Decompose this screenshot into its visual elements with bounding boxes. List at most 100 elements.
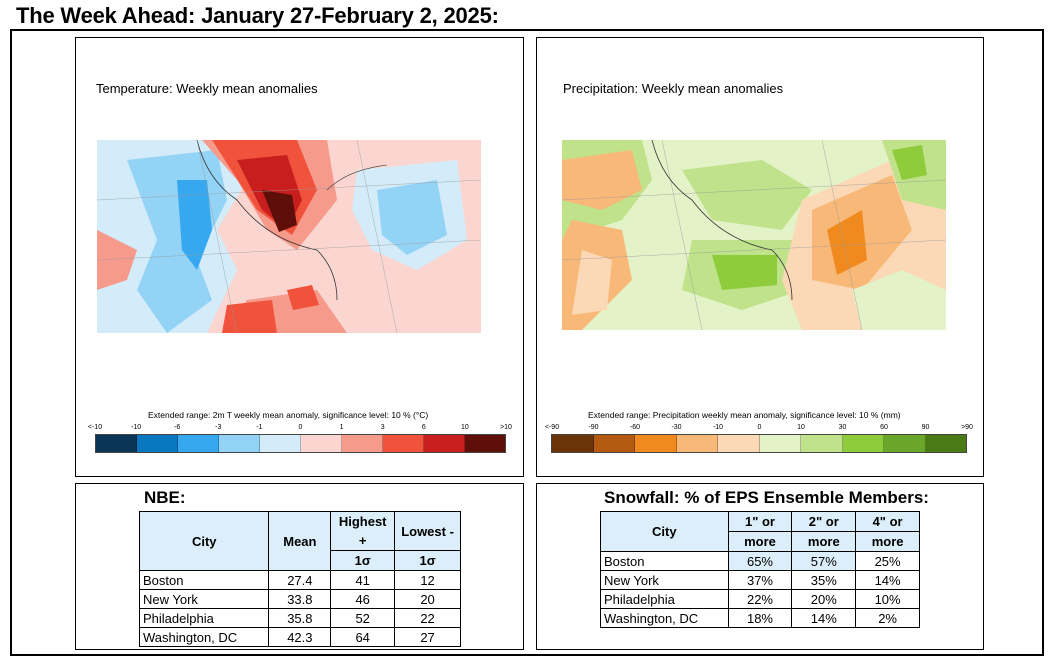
temperature-colorbar-swatch — [137, 435, 178, 452]
nbe-mean: 27.4 — [268, 570, 332, 590]
precipitation-label: Precipitation: Weekly mean anomalies — [563, 81, 784, 96]
temperature-label: Temperature: Weekly mean anomalies — [96, 81, 318, 96]
snowfall-header-2in-line1: 2" or — [791, 511, 857, 532]
temperature-tick: 1 — [339, 424, 344, 431]
snowfall-2in: 57% — [791, 551, 857, 571]
nbe-table: City Mean Highest + Lowest - 1σ 1σ Bosto… — [138, 511, 461, 647]
temperature-colorbar-swatch — [178, 435, 219, 452]
nbe-mean: 42.3 — [268, 627, 332, 647]
snowfall-4in: 25% — [855, 551, 920, 571]
temperature-tick: -10 — [131, 424, 142, 431]
temperature-tick: -1 — [256, 424, 263, 431]
nbe-title: NBE: — [144, 488, 186, 507]
nbe-city: New York — [138, 589, 270, 609]
precipitation-tick: 60 — [880, 424, 888, 431]
table-row: Washington, DC 42.3 64 27 — [138, 627, 461, 647]
nbe-city: Boston — [138, 570, 270, 590]
snowfall-2in: 35% — [791, 570, 857, 590]
precipitation-colorbar-swatch — [718, 435, 760, 452]
precipitation-tick: -10 — [712, 424, 724, 431]
precipitation-colorbar-ticks: <-90 -90 -60 -30 -10 0 10 30 60 90 >90 — [545, 424, 973, 433]
precipitation-colorbar-swatch — [593, 435, 635, 452]
precipitation-colorbar-swatch — [552, 435, 594, 452]
temperature-tick: -3 — [215, 424, 222, 431]
nbe-high: 41 — [330, 570, 396, 590]
precipitation-colorbar-swatch — [884, 435, 926, 452]
precipitation-colorbar-swatch — [842, 435, 884, 452]
temperature-panel: Temperature: Weekly mean anomalies — [75, 37, 524, 477]
snowfall-title: Snowfall: % of EPS Ensemble Members: — [604, 488, 929, 507]
nbe-mean: 33.8 — [268, 589, 332, 609]
nbe-header-low-line1: Lowest - — [394, 511, 461, 551]
snowfall-city: Washington, DC — [600, 608, 729, 628]
nbe-high: 46 — [330, 589, 396, 609]
temperature-tick: 3 — [380, 424, 385, 431]
snowfall-header-1in-line1: 1" or — [727, 511, 793, 532]
snowfall-table: City 1" or 2" or 4" or more more more Bo… — [600, 511, 920, 628]
precipitation-tick: -90 — [588, 424, 599, 431]
table-row: Philadelphia 22% 20% 10% — [600, 589, 920, 609]
precipitation-tick: >90 — [961, 424, 973, 431]
precipitation-anomaly-map — [562, 140, 946, 330]
temperature-tick: 6 — [421, 424, 426, 431]
temperature-anomaly-map — [97, 140, 481, 333]
content-frame — [10, 29, 1044, 656]
precipitation-tick: -30 — [671, 424, 682, 431]
precipitation-panel: Precipitation: Weekly mean anomalies Ext… — [536, 37, 984, 477]
table-row: Boston 27.4 41 12 — [138, 570, 461, 590]
temperature-colorbar-swatch — [260, 435, 301, 452]
nbe-city: Philadelphia — [138, 608, 270, 628]
precipitation-tick: 10 — [797, 424, 805, 431]
nbe-high: 52 — [330, 608, 396, 628]
precipitation-tick: 30 — [838, 424, 847, 431]
temperature-colorbar-swatch — [301, 435, 342, 452]
temperature-tick: >10 — [500, 424, 512, 431]
snowfall-city: New York — [600, 570, 729, 590]
precipitation-tick: <-90 — [544, 424, 560, 431]
nbe-header-high-line2: 1σ — [330, 550, 396, 571]
nbe-low: 12 — [394, 570, 461, 590]
precipitation-colorbar-swatch — [759, 435, 801, 452]
table-row: Washington, DC 18% 14% 2% — [600, 608, 920, 628]
temperature-tick: 10 — [460, 424, 469, 431]
snowfall-city: Philadelphia — [600, 589, 729, 609]
snowfall-1in: 18% — [727, 608, 793, 628]
snowfall-1in: 65% — [727, 551, 793, 571]
precipitation-colorbar — [551, 434, 967, 453]
temperature-colorbar-swatch — [465, 435, 505, 452]
snowfall-2in: 14% — [791, 608, 857, 628]
temperature-colorbar-ticks: <-10 -10 -6 -3 -1 0 1 3 6 10 >10 — [88, 424, 512, 433]
table-row: New York 33.8 46 20 — [138, 589, 461, 609]
nbe-header-row-2: 1σ 1σ — [140, 550, 461, 571]
temperature-colorbar-swatch — [383, 435, 424, 452]
snowfall-header-2in-line2: more — [791, 531, 857, 552]
snowfall-city: Boston — [600, 551, 729, 571]
snowfall-header-4in-line2: more — [855, 531, 920, 552]
nbe-low: 20 — [394, 589, 461, 609]
nbe-panel: NBE: City Mean Highest + Lowest - 1σ 1σ … — [75, 483, 524, 650]
temperature-colorbar-swatch — [96, 435, 137, 452]
precipitation-tick: 0 — [757, 424, 762, 431]
page-title: The Week Ahead: January 27-February 2, 2… — [16, 3, 499, 28]
snowfall-4in: 10% — [855, 589, 920, 609]
table-row: Boston 65% 57% 25% — [600, 551, 920, 571]
temperature-tick: 0 — [298, 424, 303, 431]
nbe-mean: 35.8 — [268, 608, 332, 628]
nbe-header-row: City Mean Highest + Lowest - — [138, 511, 461, 571]
precipitation-colorbar-swatch — [635, 435, 677, 452]
snowfall-4in: 14% — [855, 570, 920, 590]
precipitation-colorbar-caption: Extended range: Precipitation weekly mea… — [588, 410, 901, 420]
precipitation-colorbar-swatch — [676, 435, 718, 452]
nbe-header-mean: Mean — [268, 511, 332, 571]
snowfall-header-row-2: more more more — [601, 531, 920, 552]
snowfall-1in: 22% — [727, 589, 793, 609]
snowfall-header-city: City — [600, 511, 729, 552]
temperature-colorbar — [95, 434, 506, 453]
nbe-low: 22 — [394, 608, 461, 628]
temperature-tick: -6 — [174, 424, 181, 431]
snowfall-header-1in-line2: more — [727, 531, 793, 552]
snowfall-4in: 2% — [855, 608, 920, 628]
temperature-colorbar-swatch — [424, 435, 465, 452]
precipitation-colorbar-swatch — [801, 435, 843, 452]
snowfall-header-4in-line1: 4" or — [855, 511, 920, 532]
